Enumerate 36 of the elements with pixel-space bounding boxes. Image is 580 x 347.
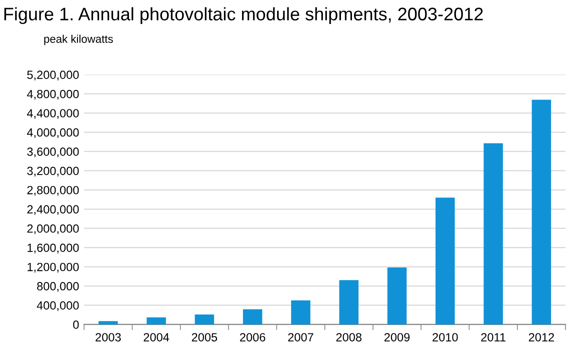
y-tick-label: 2,000,000 (27, 224, 79, 234)
x-tick-label: 2011 (481, 333, 506, 342)
y-tick-label: 2,800,000 (27, 186, 79, 196)
chart-title: Figure 1. Annual photovoltaic module shipments, 2003-2012 (4, 7, 483, 24)
y-tick-label: 800,000 (37, 282, 79, 292)
y-tick-label: 400,000 (36, 301, 79, 312)
x-tick-label: 2007 (288, 333, 314, 342)
bar (194, 314, 214, 324)
x-tick-label: 2005 (192, 333, 218, 342)
bar (532, 100, 552, 324)
y-tick-label: 4,400,000 (26, 109, 79, 119)
y-tick-label: 0 (73, 320, 79, 329)
y-tick-label: 2,400,000 (27, 205, 79, 215)
y-tick-label: 4,800,000 (26, 90, 79, 100)
y-tick-label: 1,200,000 (28, 262, 79, 273)
x-tick-label: 2004 (144, 333, 170, 342)
bar (387, 268, 407, 324)
bar (484, 143, 503, 324)
y-axis-title: peak kilowatts (44, 34, 113, 46)
x-tick-label: 2012 (528, 333, 554, 342)
y-tick-label: 4,000,000 (26, 128, 79, 138)
bar (339, 280, 358, 324)
y-tick-label: 5,200,000 (27, 70, 79, 80)
bar (436, 198, 455, 324)
x-tick-label: 2003 (96, 333, 121, 342)
x-tick-label: 2008 (336, 333, 362, 342)
bar (291, 300, 310, 324)
bar (242, 309, 262, 324)
y-tick-label: 1,600,000 (28, 244, 79, 254)
bar (146, 317, 166, 324)
y-tick-label: 3,600,000 (27, 148, 79, 158)
x-tick-label: 2009 (384, 333, 410, 342)
bar (98, 321, 118, 324)
x-tick-label: 2006 (240, 333, 266, 342)
x-tick-label: 2010 (432, 333, 458, 342)
y-tick-label: 3,200,000 (27, 166, 79, 176)
